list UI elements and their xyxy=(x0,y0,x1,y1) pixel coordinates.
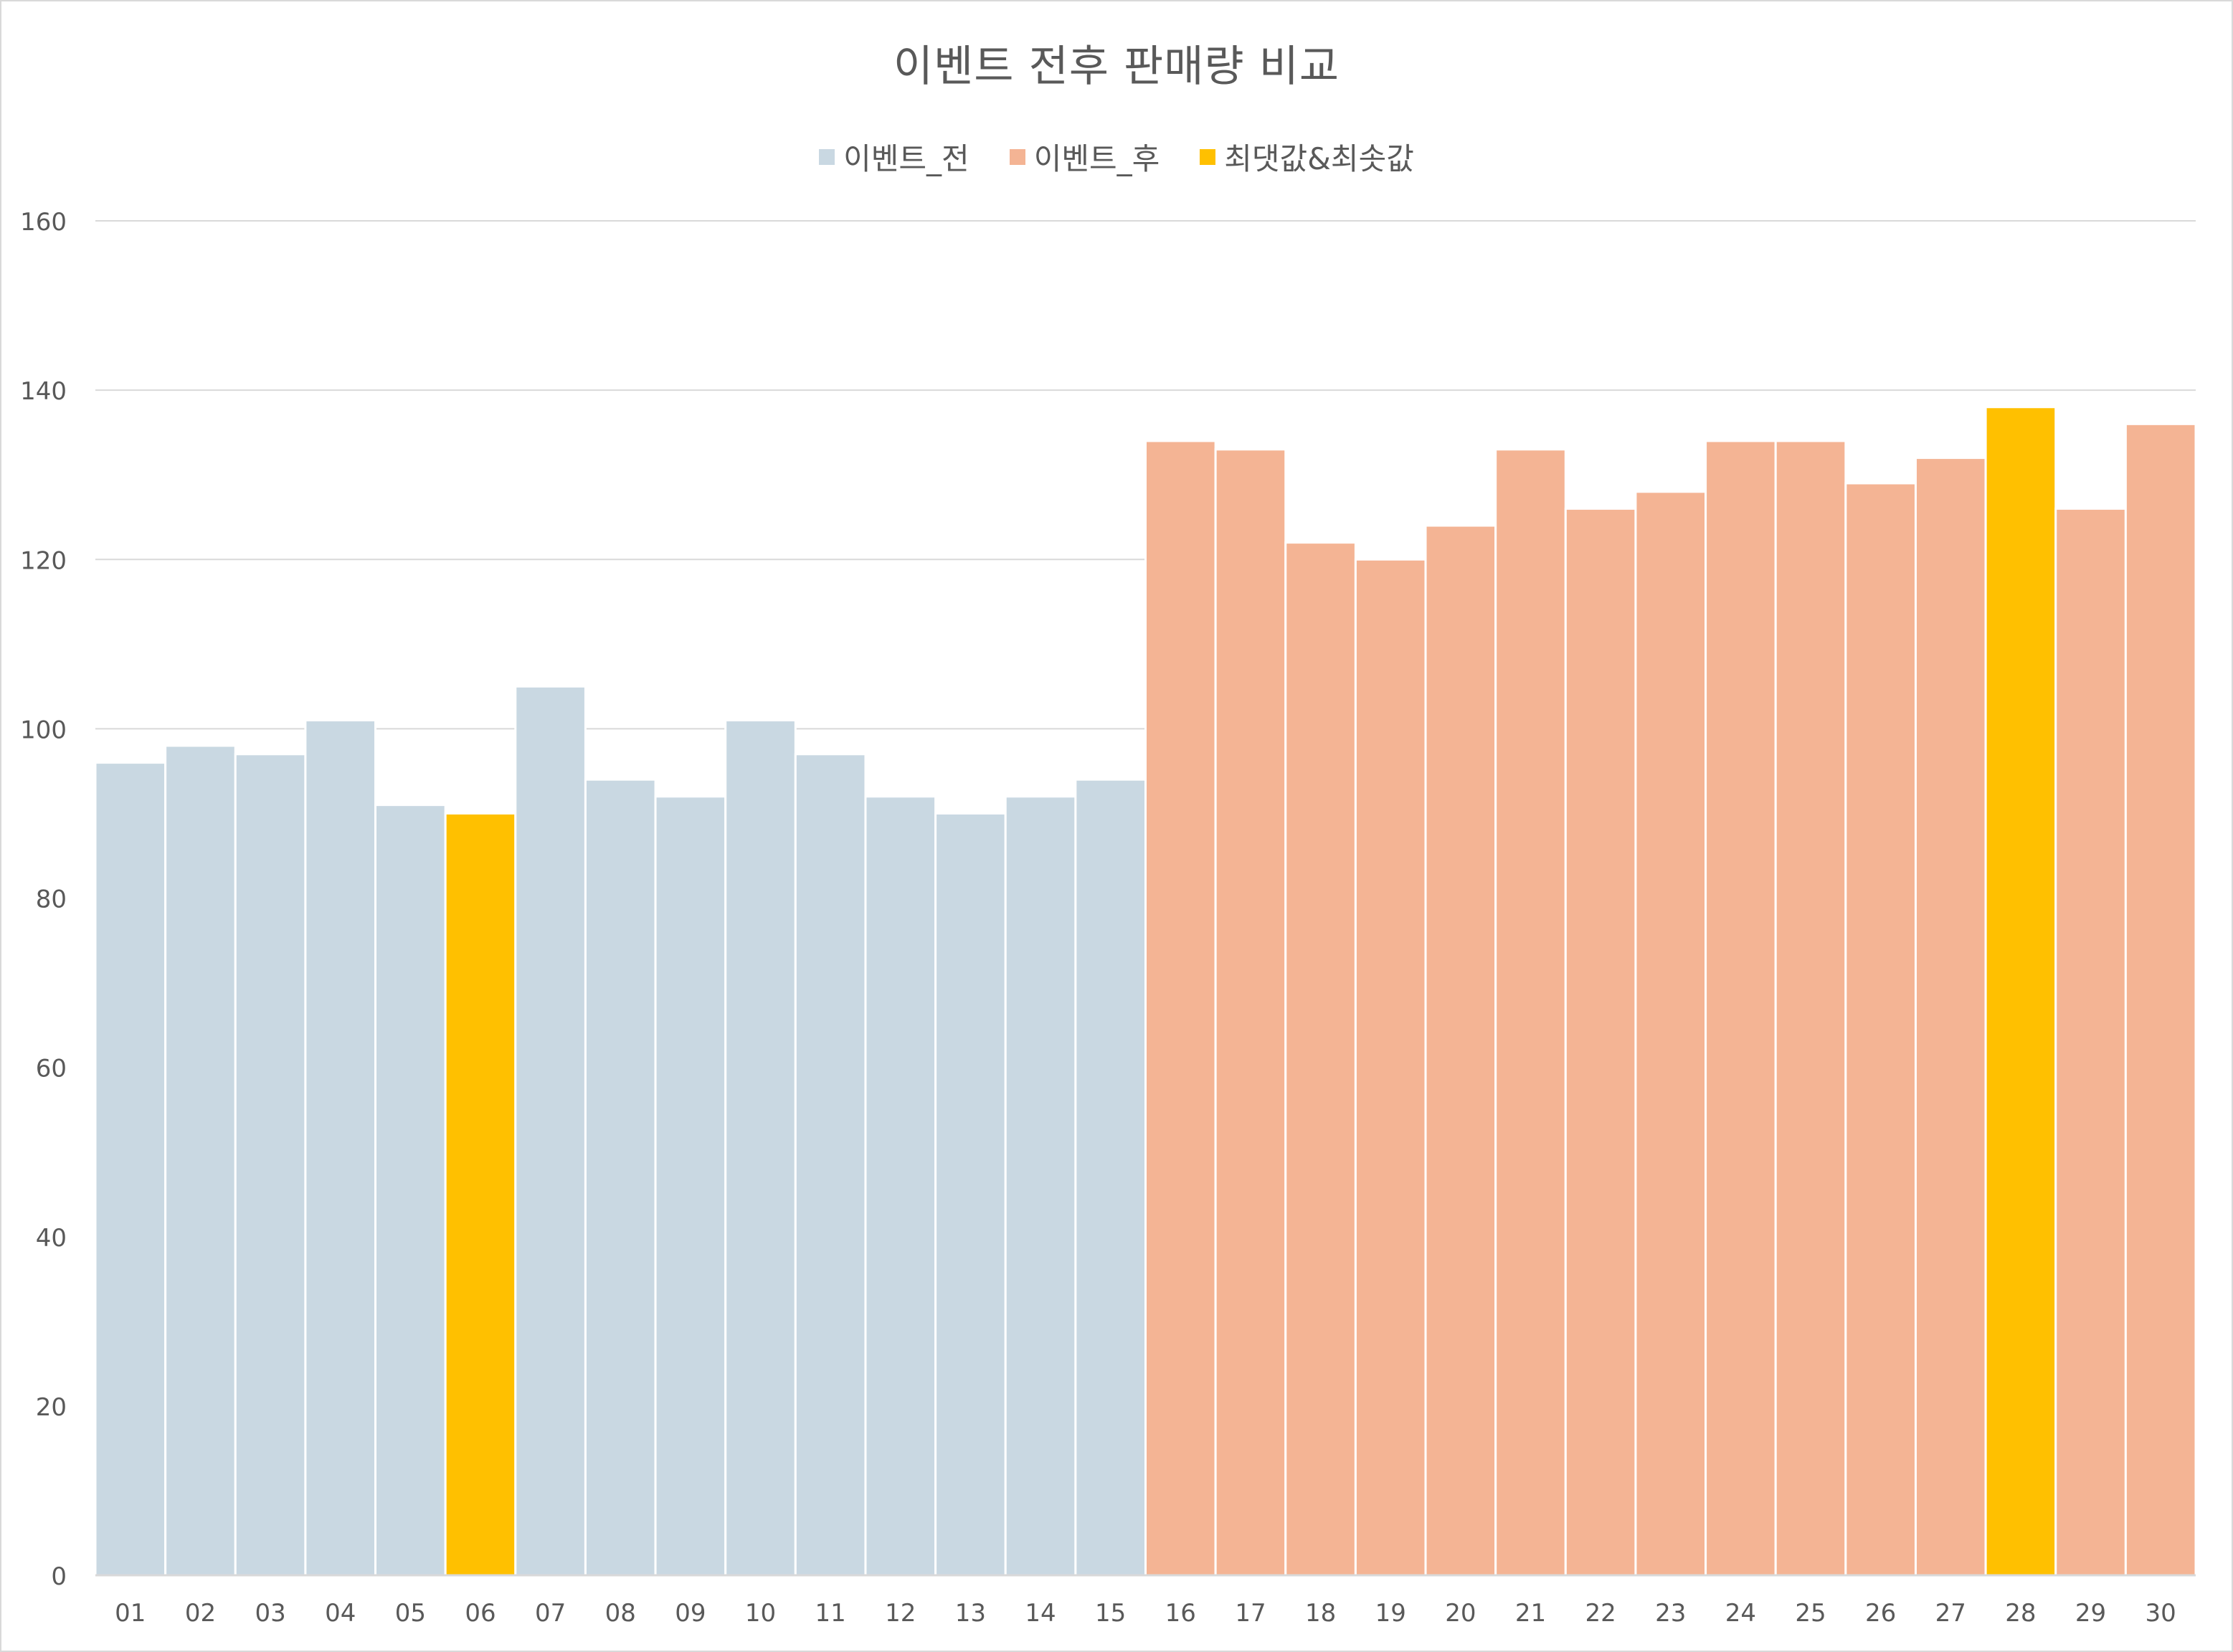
bar xyxy=(1774,440,1847,1577)
chart-title: 이벤트 전후 판매량 비교 xyxy=(893,42,1340,92)
bar xyxy=(1705,440,1777,1577)
x-tick-label: 02 xyxy=(185,1599,216,1628)
bar xyxy=(1354,558,1427,1577)
legend-swatch-after xyxy=(1009,148,1025,165)
bar xyxy=(724,719,797,1577)
y-tick-label: 120 xyxy=(20,546,67,575)
x-tick-label: 04 xyxy=(325,1599,356,1628)
legend-label-before: 이벤트_전 xyxy=(843,141,969,176)
x-tick-label: 15 xyxy=(1095,1599,1126,1628)
x-tick-label: 01 xyxy=(115,1599,146,1628)
bar xyxy=(794,753,867,1577)
bar xyxy=(1634,490,1707,1577)
bar xyxy=(1284,541,1357,1577)
bar xyxy=(304,719,377,1577)
bar xyxy=(1914,457,1987,1577)
bar xyxy=(514,685,587,1577)
x-tick-label: 22 xyxy=(1585,1599,1616,1628)
x-tick-label: 25 xyxy=(1795,1599,1826,1628)
x-tick-label: 12 xyxy=(885,1599,916,1628)
y-tick-label: 0 xyxy=(51,1562,67,1591)
legend-swatch-extremes xyxy=(1200,148,1216,165)
x-tick-label: 27 xyxy=(1935,1599,1966,1628)
x-tick-label: 26 xyxy=(1865,1599,1896,1628)
legend-item-before: 이벤트_전 xyxy=(819,135,969,179)
x-tick-label: 23 xyxy=(1655,1599,1686,1628)
x-tick-label: 24 xyxy=(1725,1599,1756,1628)
x-tick-label: 05 xyxy=(395,1599,426,1628)
bar xyxy=(1004,795,1077,1577)
legend-label-after: 이벤트_후 xyxy=(1033,141,1160,176)
bar xyxy=(1984,406,2057,1577)
bar xyxy=(934,812,1007,1577)
bar xyxy=(1564,507,1637,1577)
x-tick-label: 11 xyxy=(815,1599,846,1628)
x-tick-label: 28 xyxy=(2005,1599,2036,1628)
bar xyxy=(1214,448,1287,1577)
bar xyxy=(234,753,307,1577)
bar xyxy=(2054,507,2127,1577)
bar xyxy=(374,804,447,1577)
bar xyxy=(94,761,167,1577)
bar xyxy=(444,812,517,1577)
x-tick-label: 20 xyxy=(1445,1599,1476,1628)
x-tick-label: 10 xyxy=(745,1599,776,1628)
bar xyxy=(1144,440,1217,1577)
x-tick-label: 30 xyxy=(2146,1599,2176,1628)
legend-swatch-before xyxy=(819,148,835,165)
y-tick-label: 80 xyxy=(36,886,67,914)
x-tick-label: 13 xyxy=(955,1599,986,1628)
y-tick-label: 160 xyxy=(20,208,67,237)
bar xyxy=(584,778,657,1577)
legend-item-extremes: 최댓값&최솟값 xyxy=(1200,135,1414,179)
legend-label-extremes: 최댓값&최솟값 xyxy=(1224,141,1414,176)
y-tick-label: 100 xyxy=(20,716,67,744)
x-tick-label: 09 xyxy=(675,1599,706,1628)
x-tick-label: 08 xyxy=(605,1599,636,1628)
bar xyxy=(1424,524,1497,1577)
legend-item-after: 이벤트_후 xyxy=(1009,135,1160,179)
x-tick-label: 21 xyxy=(1515,1599,1546,1628)
bar xyxy=(1074,778,1147,1577)
y-tick-label: 20 xyxy=(36,1393,67,1422)
x-tick-label: 19 xyxy=(1375,1599,1406,1628)
x-tick-label: 06 xyxy=(465,1599,496,1628)
x-tick-label: 29 xyxy=(2075,1599,2106,1628)
bar xyxy=(1494,448,1567,1577)
x-tick-label: 16 xyxy=(1165,1599,1196,1628)
bar xyxy=(1844,482,1917,1577)
bar xyxy=(164,744,237,1577)
y-tick-label: 140 xyxy=(20,377,67,406)
x-tick-label: 03 xyxy=(255,1599,285,1628)
y-tick-label: 60 xyxy=(36,1055,67,1083)
x-tick-label: 14 xyxy=(1025,1599,1056,1628)
bar xyxy=(2124,422,2197,1577)
x-tick-label: 17 xyxy=(1235,1599,1266,1628)
legend: 이벤트_전 이벤트_후 최댓값&최솟값 xyxy=(0,135,2233,179)
y-tick-label: 40 xyxy=(36,1224,67,1253)
x-tick-label: 18 xyxy=(1305,1599,1336,1628)
bar xyxy=(654,795,727,1577)
x-tick-label: 07 xyxy=(535,1599,566,1628)
bar xyxy=(864,795,937,1577)
